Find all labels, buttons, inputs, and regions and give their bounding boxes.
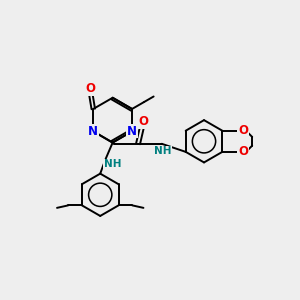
Text: O: O bbox=[238, 124, 248, 137]
Text: O: O bbox=[238, 146, 248, 158]
Text: O: O bbox=[138, 116, 148, 128]
Text: N: N bbox=[127, 125, 137, 138]
Text: NH: NH bbox=[154, 146, 172, 156]
Text: N: N bbox=[88, 125, 98, 138]
Text: NH: NH bbox=[104, 159, 122, 170]
Text: O: O bbox=[86, 82, 96, 95]
